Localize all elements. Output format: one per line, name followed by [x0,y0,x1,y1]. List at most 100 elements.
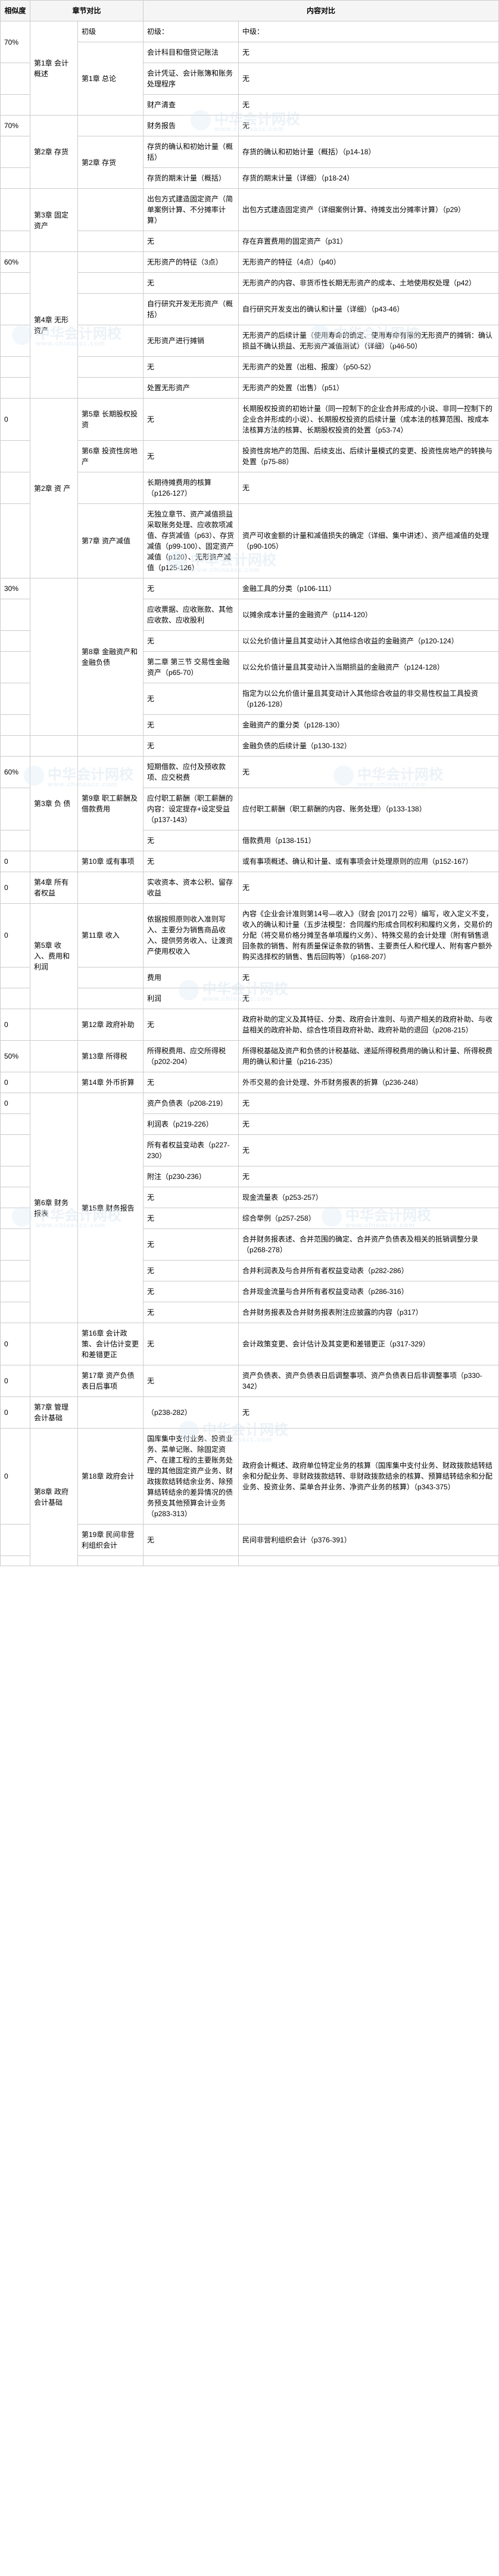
cell-content-left: 短期借款、应付及预收款项、应交税费 [144,757,239,788]
cell-similarity [1,357,30,378]
table-row: 0第6章 财务报表第15章 财务报告资产负债表（p208-219）无 [1,1093,499,1114]
cell-content-left: 无形资产的特征（3点） [144,252,239,273]
table-row: 60%第4章 无形资产无形资产的特征（3点）无形资产的特征（4点）（p40） [1,252,499,273]
cell-similarity [1,168,30,189]
cell-similarity [1,1261,30,1281]
cell-similarity [1,967,30,988]
cell-content-left: 无 [144,399,239,441]
comparison-table: 相似度 章节对比 内容对比 70%第1章 会计概述初级初级：中级：第1章 总论会… [0,0,499,1566]
cell-chapter-level1: 第1章 会计概述 [30,21,78,116]
cell-content-right: 出包方式建造固定资产（详细案例计算、待摊支出分摊率计算）（p29） [239,189,499,231]
cell-similarity: 60% [1,757,30,788]
cell-chapter-level1 [30,1009,78,1041]
table-row: 60%第3章 负 债第9章 职工薪酬及借款费用短期借款、应付及预收款项、应交税费… [1,757,499,788]
cell-content-left: 无独立章节、资产减值损益采取账务处理、应收款项减值、存货减值（p63）、存货减值… [144,504,239,578]
cell-content-left: 无 [144,1187,239,1208]
cell-content-right: 长期股权投资的初始计量（同一控制下的企业合并形成的小说、非同一控制下的企业合并形… [239,399,499,441]
cell-content-left: 依据按照原则收入准则写入、主要分为销售商品收入、提供劳务收入、让渡资产使用权收入 [144,904,239,967]
cell-similarity [1,599,30,631]
cell-chapter-level1: 第6章 财务报表 [30,1093,78,1323]
header-chapter: 章节对比 [30,1,144,21]
cell-content-right: 合并利润表及与合并所有者权益变动表（p282-286） [239,1261,499,1281]
cell-chapter-level2 [78,294,144,325]
table-row: 0第8章 政府会计基础第18章 政府会计国库集中支付业务、投资业务、菜单记账、除… [1,1429,499,1525]
cell-content-right: 无 [239,757,499,788]
table-row: 50%第13章 所得税所得税费用、应交所得税（p202-204）所得税基础及资产… [1,1041,499,1072]
cell-content-right: 存货的确认和初始计量（概括）（p14-18） [239,136,499,168]
cell-similarity [1,1281,30,1302]
cell-content-right: 金融工具的分类（p106-111） [239,578,499,599]
cell-similarity [1,1208,30,1229]
cell-chapter-level2: 第8章 金融资产和金融负债 [78,578,144,736]
cell-content-right: 无形资产的特征（4点）（p40） [239,252,499,273]
cell-content-right: 无形资产的处置（出售）（p51） [239,378,499,399]
cell-similarity [1,189,30,231]
cell-chapter-level2: 第11章 收入 [78,904,144,967]
cell-chapter-level2: 第13章 所得税 [78,1041,144,1072]
cell-content-left: 无 [144,736,239,757]
cell-chapter-level1 [30,1365,78,1397]
cell-content-left: 国库集中支付业务、投资业务、菜单记账、除固定资产、在建工程的主要账务处理的其他固… [144,1429,239,1525]
table-row: 70%第2章 存货财务报告无 [1,116,499,136]
cell-content-left: 附注（p230-236） [144,1166,239,1187]
table-row: 0第7章 管理会计基础（p238-282）无 [1,1397,499,1429]
cell-chapter-level2: 第6章 投资性房地产 [78,441,144,472]
cell-content-right: 自行研究开发支出的确认和计量（详细）（p43-46） [239,294,499,325]
cell-content-left: 无 [144,273,239,294]
table-row: 30%第8章 金融资产和金融负债无金融工具的分类（p106-111） [1,578,499,599]
cell-content-left: 无 [144,1365,239,1397]
cell-similarity: 70% [1,21,30,63]
cell-similarity [1,736,30,757]
cell-chapter-level2 [78,325,144,357]
cell-content-left: 无 [144,830,239,851]
cell-chapter-level2: 第14章 外币折算 [78,1072,144,1093]
cell-similarity: 0 [1,1072,30,1093]
cell-content-right: 合并现金流量与合并所有者权益变动表（p286-316） [239,1281,499,1302]
cell-content-right: 指定为以公允价值计量且其变动计入其他综合收益的非交易性权益工具投资（p126-1… [239,683,499,715]
cell-content-right: 以摊余成本计量的金融资产（p114-120） [239,599,499,631]
cell-chapter-level2: 第9章 职工薪酬及借款费用 [78,757,144,851]
cell-content-right: 资产负债表、资产负债表日后调整事项、资产负债表日后非调整事项（p330-342） [239,1365,499,1397]
cell-content-left: 无 [144,1072,239,1093]
cell-similarity: 0 [1,1093,30,1114]
cell-content-left: 无 [144,1525,239,1556]
cell-similarity [1,1556,30,1566]
cell-content-left: 无 [144,357,239,378]
cell-content-left: 处置无形资产 [144,378,239,399]
table-body: 70%第1章 会计概述初级初级：中级：第1章 总论会计科目和借贷记账法无会计凭证… [1,21,499,1566]
cell-content-right: 以公允价值计量且其变动计入当期损益的金融资产（p124-128） [239,652,499,683]
table-header: 相似度 章节对比 内容对比 [1,1,499,21]
cell-content-right: 合并财务报表述、合并范围的确定、合并资产负债表及相关的抵销调整分录（p268-2… [239,1229,499,1261]
cell-chapter-level2 [78,967,144,988]
cell-content-right: 外币交易的会计处理、外币财务报表的折算（p236-248） [239,1072,499,1093]
cell-content-left: 无 [144,1229,239,1261]
table-row: 0第12章 政府补助无政府补助的定义及其特征、分类、政府会计准则、与资产相关的政… [1,1009,499,1041]
cell-content-left: 初级： [144,21,239,42]
cell-chapter-level2: 第2章 存货 [78,136,144,189]
cell-chapter-level2: 第7章 资产减值 [78,504,144,578]
cell-content-left: 无 [144,1323,239,1365]
cell-chapter-level1 [30,1323,78,1365]
cell-chapter-level1 [30,1072,78,1093]
cell-similarity [1,1302,30,1323]
cell-chapter-level2 [78,357,144,378]
table-row: 第3章 固定资产出包方式建造固定资产（简单案例计算、不分摊率计算）出包方式建造固… [1,189,499,231]
cell-content-left: 无 [144,851,239,872]
cell-chapter-level2: 第17章 资产负债表日后事项 [78,1365,144,1397]
cell-content-left: 无 [144,231,239,252]
cell-chapter-level1 [30,736,78,757]
cell-chapter-level2 [78,231,144,252]
cell-content-left: （p238-282） [144,1397,239,1429]
cell-content-right: 中级： [239,21,499,42]
cell-content-left: 会计科目和借贷记账法 [144,42,239,63]
cell-similarity: 70% [1,116,30,136]
cell-chapter-level2: 第16章 会计政策、会计估计变更和差错更正 [78,1323,144,1365]
table-row: 0第16章 会计政策、会计估计变更和差错更正无会计政策变更、会计估计及其变更和差… [1,1323,499,1365]
cell-similarity [1,1229,30,1261]
cell-similarity: 0 [1,1009,30,1041]
cell-chapter-level2: 初级 [78,21,144,42]
cell-content-left: 第二章 第三节 交易性金融资产（p65-70） [144,652,239,683]
cell-content-left: 利润 [144,988,239,1009]
cell-content-left: 无形资产进行摊销 [144,325,239,357]
cell-content-right: 金融负债的后续计量（p130-132） [239,736,499,757]
